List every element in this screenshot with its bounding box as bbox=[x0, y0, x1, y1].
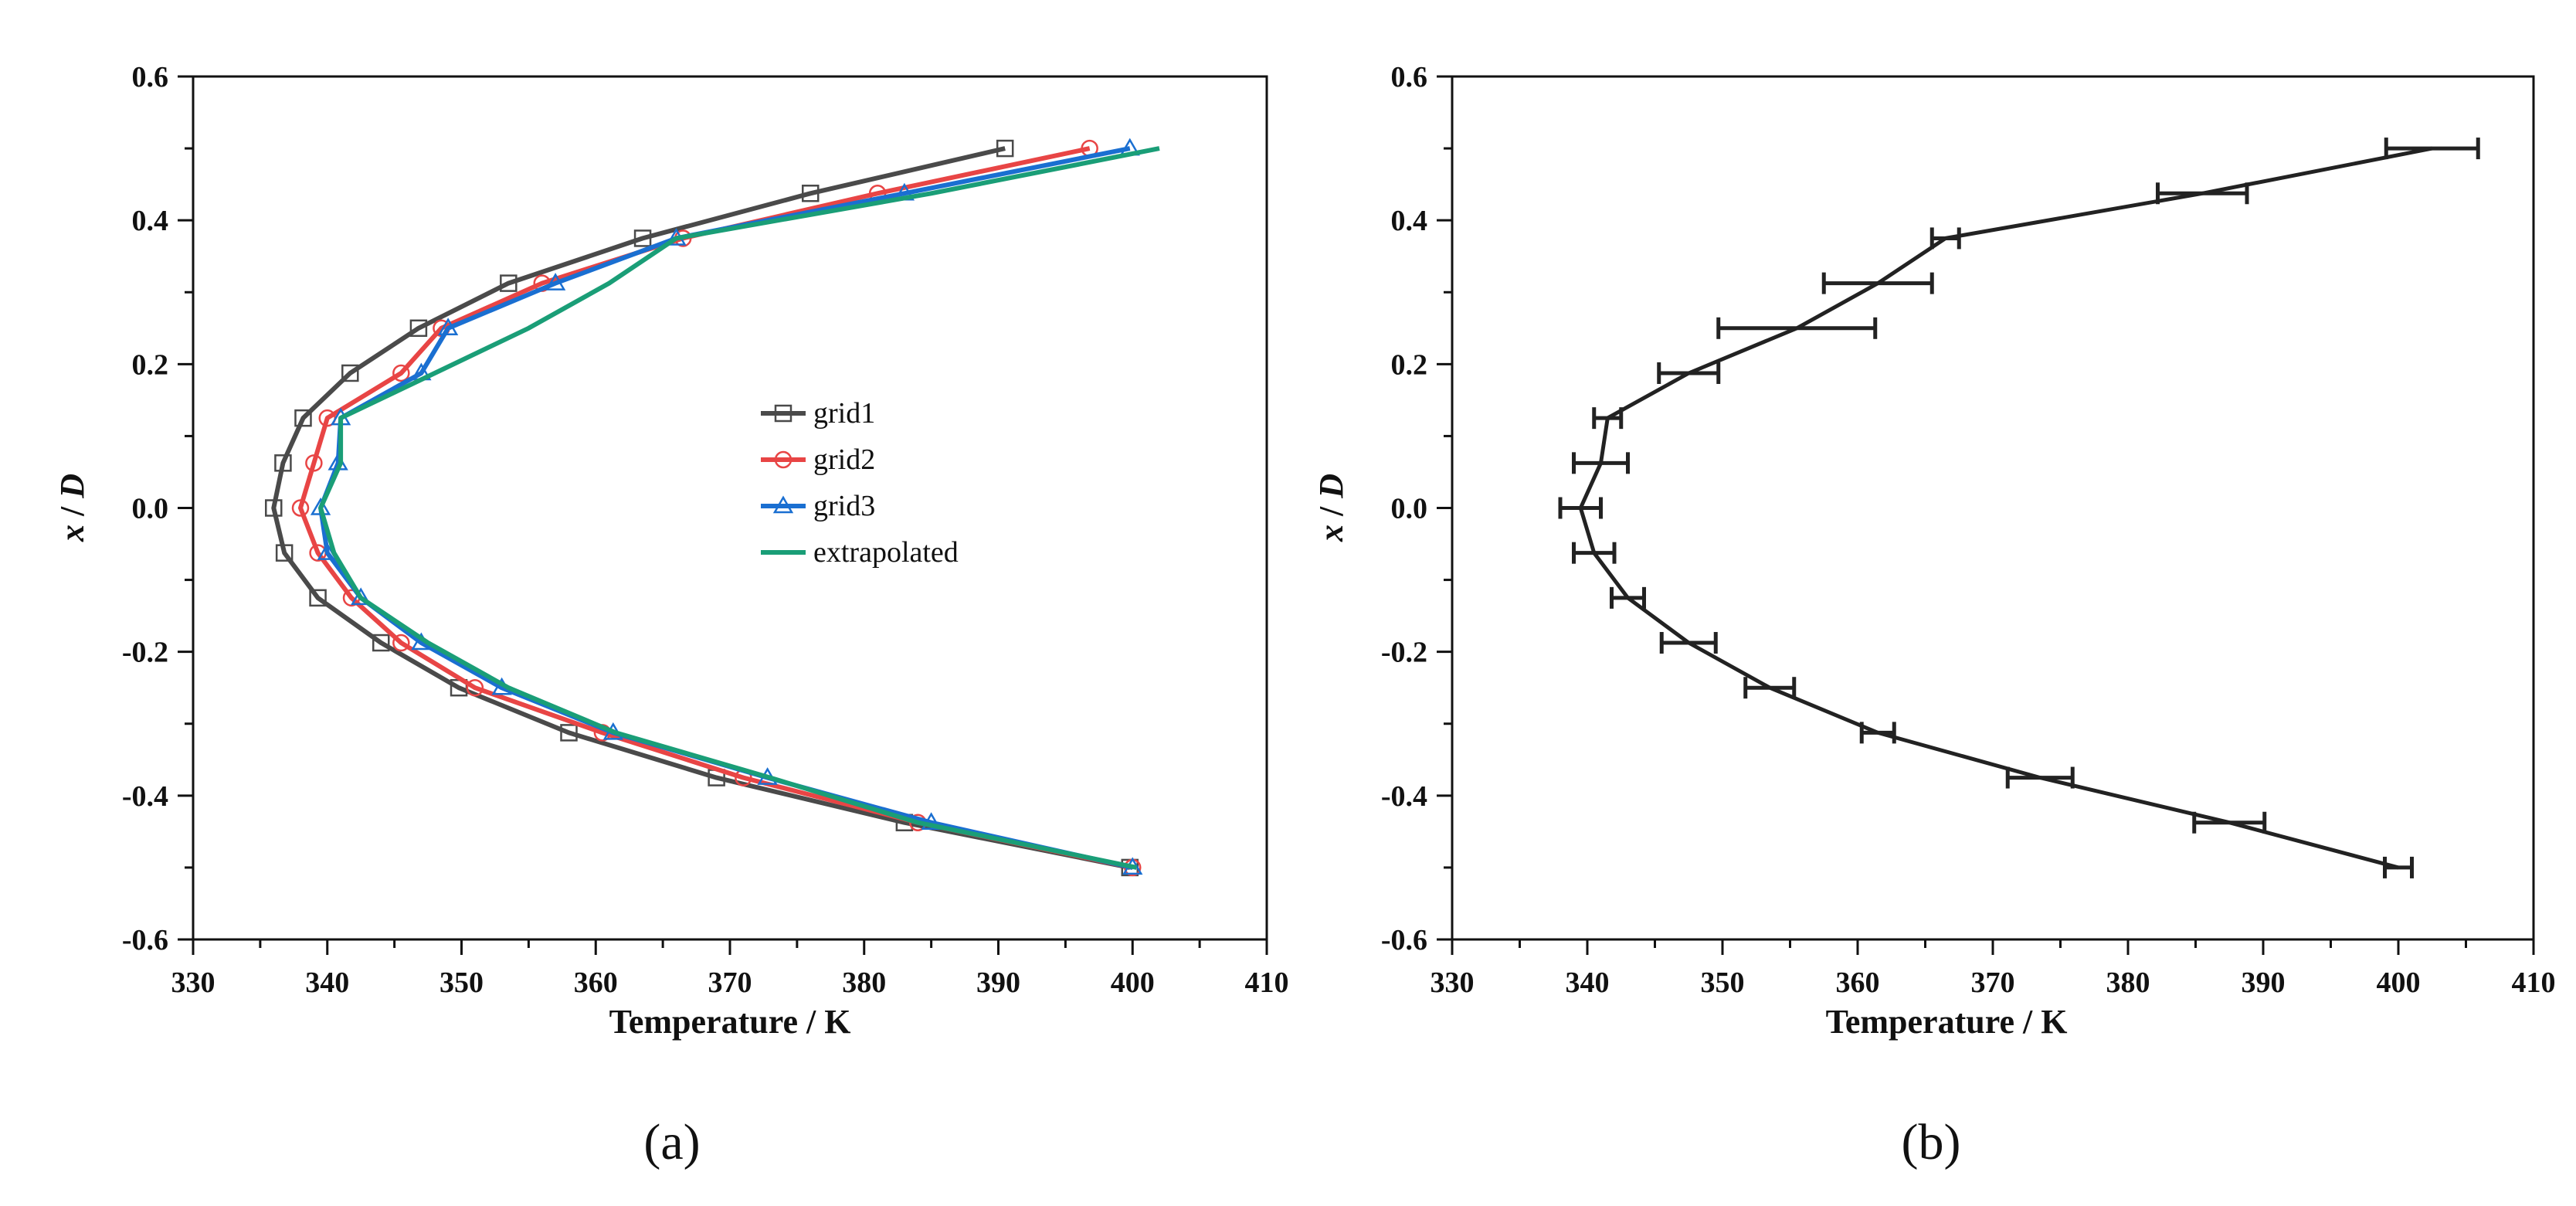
data-point-grid1 bbox=[560, 724, 578, 742]
x-tick-label: 380 bbox=[2106, 966, 2150, 999]
y-axis-sep-b: / bbox=[1312, 498, 1350, 525]
data-point-grid1 bbox=[265, 499, 283, 517]
y-axis-ref-a: D bbox=[53, 474, 91, 499]
x-tick-label: 330 bbox=[1431, 966, 1475, 999]
data-point-grid1 bbox=[409, 319, 428, 338]
data-point-grid3 bbox=[545, 273, 566, 290]
y-axis-title-b: x / D bbox=[1312, 474, 1350, 542]
x-tick-label: 390 bbox=[2242, 966, 2286, 999]
y-axis-sep-a: / bbox=[53, 498, 91, 525]
y-tick-label: 0.0 bbox=[1391, 493, 1428, 525]
y-axis-ref-b: D bbox=[1312, 474, 1350, 499]
x-tick-label: 390 bbox=[976, 966, 1020, 999]
panel-label-a: (a) bbox=[643, 1114, 700, 1170]
y-tick-label: 0.4 bbox=[1391, 205, 1428, 237]
axis-ticks-b: 330 340 350 360 370 380 390 400 410 0.6 0.4 0.2 0.0 -… bbox=[1381, 61, 2556, 999]
data-point-grid1 bbox=[341, 364, 359, 382]
legend-label-grid3: grid3 bbox=[813, 490, 875, 522]
x-tick-label: 360 bbox=[574, 966, 618, 999]
y-axis-title-a: x / D bbox=[53, 474, 91, 542]
x-axis-title-a: Temperature / K bbox=[609, 1003, 851, 1041]
y-axis-var-b: x bbox=[1312, 525, 1350, 542]
data-point-grid1 bbox=[802, 185, 820, 202]
legend-marker-grid2 bbox=[774, 450, 792, 469]
x-tick-label: 370 bbox=[1971, 966, 2015, 999]
data-point-grid1 bbox=[633, 229, 652, 247]
data-point-grid1 bbox=[275, 544, 294, 562]
data-point-grid3 bbox=[437, 318, 459, 336]
series-group-a bbox=[265, 138, 1160, 877]
data-point-grid1 bbox=[309, 589, 327, 607]
x-tick-label: 340 bbox=[305, 966, 349, 999]
x-tick-label: 340 bbox=[1566, 966, 1610, 999]
panel-b: 330 340 350 360 370 380 390 400 410 0.6 0.4 0.2 0.0 -… bbox=[1312, 61, 2556, 1170]
data-point-grid1 bbox=[996, 139, 1014, 158]
plot-frame-b bbox=[1451, 75, 2535, 941]
y-tick-label: 0.2 bbox=[1391, 348, 1428, 381]
x-tick-label: 380 bbox=[842, 966, 886, 999]
panel-a: 330 340 350 360 370 380 390 400 410 0.6 0.4 0.2 0.0 -… bbox=[53, 61, 1289, 1170]
legend-label-grid2: grid2 bbox=[813, 443, 875, 476]
data-point-grid1 bbox=[274, 454, 292, 472]
data-point-grid1 bbox=[500, 274, 518, 292]
series-line-mean bbox=[1578, 146, 2433, 870]
series-group-b bbox=[1558, 138, 2480, 878]
data-point-grid2 bbox=[392, 364, 410, 382]
y-tick-label: 0.6 bbox=[132, 61, 169, 93]
axis-ticks-a: 330 340 350 360 370 380 390 400 410 0.6 0.4 0.2 0.0 -… bbox=[122, 61, 1289, 999]
y-tick-label: -0.4 bbox=[122, 780, 168, 813]
x-tick-label: 400 bbox=[1111, 966, 1155, 999]
legend-label-grid1: grid1 bbox=[813, 397, 875, 430]
x-axis-title-b: Temperature / K bbox=[1826, 1003, 2068, 1041]
legend-marker-grid1 bbox=[774, 404, 792, 423]
x-tick-label: 350 bbox=[440, 966, 484, 999]
data-point-grid1 bbox=[372, 634, 390, 652]
legend-label-extrapolated: extrapolated bbox=[813, 536, 959, 569]
y-tick-label: -0.6 bbox=[1381, 924, 1427, 956]
data-point-grid1 bbox=[294, 409, 312, 427]
series-line-grid2 bbox=[298, 146, 1133, 870]
series-line-grid3 bbox=[318, 146, 1133, 870]
y-tick-label: 0.6 bbox=[1391, 61, 1428, 93]
x-tick-label: 400 bbox=[2377, 966, 2421, 999]
data-point-grid2 bbox=[466, 678, 484, 697]
series-line-grid1 bbox=[271, 146, 1131, 870]
data-point-grid2 bbox=[305, 454, 323, 472]
y-tick-label: -0.4 bbox=[1381, 780, 1427, 813]
x-tick-label: 330 bbox=[171, 966, 216, 999]
series-line-extrapolated bbox=[318, 146, 1160, 870]
y-tick-label: 0.4 bbox=[132, 205, 169, 237]
data-point-grid2 bbox=[392, 634, 410, 652]
x-tick-label: 410 bbox=[2512, 966, 2556, 999]
x-tick-label: 360 bbox=[1836, 966, 1880, 999]
y-tick-label: 0.0 bbox=[132, 493, 169, 525]
data-point-grid2 bbox=[291, 499, 310, 517]
y-tick-label: -0.2 bbox=[1381, 637, 1427, 669]
x-tick-label: 410 bbox=[1245, 966, 1289, 999]
plot-frame-a bbox=[192, 75, 1268, 941]
data-point-grid3 bbox=[351, 587, 372, 606]
y-tick-label: -0.2 bbox=[122, 637, 168, 669]
x-tick-label: 370 bbox=[708, 966, 752, 999]
x-tick-label: 350 bbox=[1701, 966, 1745, 999]
y-tick-label: -0.6 bbox=[122, 924, 168, 956]
y-axis-var-a: x bbox=[53, 525, 91, 542]
legend-a: grid1 grid2 grid3 extrapolated bbox=[761, 397, 959, 569]
legend-marker-grid3 bbox=[772, 495, 794, 514]
y-tick-label: 0.2 bbox=[132, 348, 169, 381]
panel-label-b: (b) bbox=[1902, 1114, 1961, 1170]
data-point-grid3 bbox=[921, 812, 942, 830]
